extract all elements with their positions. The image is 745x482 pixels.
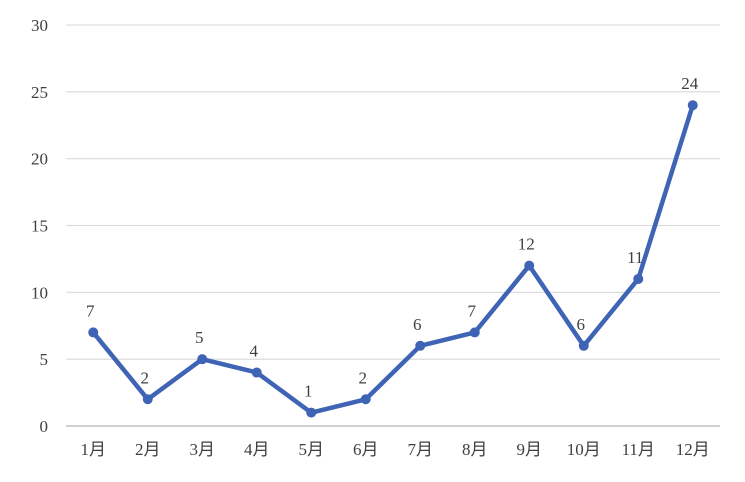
- x-axis-tick-label: 10月: [567, 440, 601, 459]
- x-axis-tick-label: 9月: [517, 440, 543, 459]
- x-axis-tick-label: 12月: [676, 440, 710, 459]
- series-line: [91, 102, 695, 415]
- data-point-marker: [142, 394, 153, 405]
- data-point-label: 2: [359, 368, 368, 387]
- data-point-label: 7: [86, 301, 95, 320]
- data-point-label: 4: [250, 342, 259, 361]
- data-point-marker: [524, 260, 535, 271]
- y-axis-tick-label: 10: [31, 283, 48, 302]
- x-axis-tick-label: 5月: [299, 440, 325, 459]
- data-point-label: 6: [577, 315, 586, 334]
- x-axis-tick-label: 2月: [135, 440, 161, 459]
- y-axis-tick-label: 20: [31, 150, 48, 169]
- data-point-label: 5: [195, 328, 204, 347]
- data-point-marker: [306, 407, 317, 418]
- data-point-marker: [687, 100, 698, 111]
- data-point-marker: [633, 273, 644, 284]
- data-point-marker: [578, 340, 589, 351]
- data-point-label: 24: [681, 74, 699, 93]
- data-point-label: 11: [627, 248, 643, 267]
- y-axis-tick-label: 30: [31, 16, 48, 35]
- data-point-marker: [251, 367, 262, 378]
- y-axis-tick-label: 5: [40, 350, 49, 369]
- data-point-label: 12: [518, 235, 535, 254]
- x-axis-tick-label: 3月: [190, 440, 216, 459]
- x-axis-tick-label: 11月: [622, 440, 655, 459]
- data-point-label: 1: [304, 382, 313, 401]
- data-point-marker: [88, 327, 99, 338]
- data-point-marker: [415, 340, 426, 351]
- data-point-marker: [360, 394, 371, 405]
- x-axis-tick-label: 8月: [462, 440, 488, 459]
- data-point-label: 6: [413, 315, 422, 334]
- data-point-label: 2: [141, 368, 150, 387]
- y-axis-tick-label: 25: [31, 83, 48, 102]
- x-axis-tick-label: 7月: [408, 440, 434, 459]
- x-axis-tick-label: 1月: [81, 440, 107, 459]
- data-point-marker: [197, 354, 208, 365]
- y-axis-tick-label: 15: [31, 217, 48, 236]
- data-point-marker: [469, 327, 480, 338]
- y-axis-tick-label: 0: [40, 417, 49, 436]
- x-axis-tick-label: 4月: [244, 440, 270, 459]
- x-axis-tick-label: 6月: [353, 440, 379, 459]
- data-point-label: 7: [468, 301, 477, 320]
